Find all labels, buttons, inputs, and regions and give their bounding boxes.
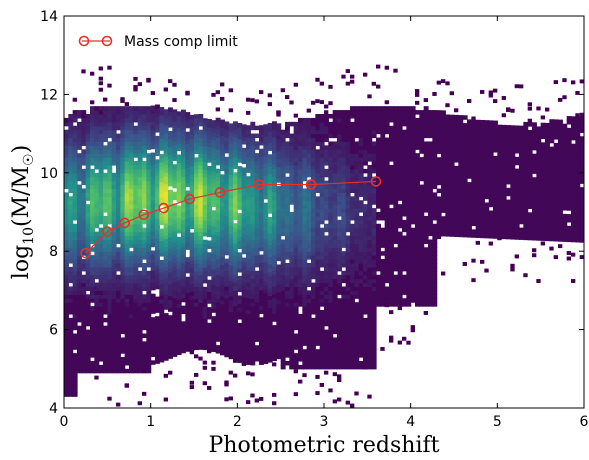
x-tick-label: 1 — [146, 414, 155, 430]
mass-limit-point — [370, 176, 382, 187]
x-tick-label: 5 — [493, 414, 502, 430]
y-axis-title: log10(M/M☉) — [9, 145, 37, 279]
y-axis-title-mass: (M/M — [9, 166, 34, 227]
mass-limit-point — [138, 209, 150, 221]
legend-circle-marker — [101, 35, 113, 47]
y-axis-title-sun-symbol: ☉ — [21, 153, 37, 166]
x-axis-title: Photometric redshift — [209, 433, 440, 458]
y-axis-title-log: log — [9, 245, 34, 279]
y-tick-label: 8 — [49, 244, 58, 260]
mass-limit-point — [305, 179, 317, 190]
y-tick-label: 12 — [40, 87, 58, 103]
x-tick-label: 6 — [580, 414, 589, 430]
x-tick-label: 2 — [233, 414, 242, 430]
legend: Mass comp limit — [78, 34, 238, 50]
y-axis-title-close: ) — [9, 145, 34, 154]
x-tick-label: 0 — [60, 414, 69, 430]
y-axis-title-subscript: 10 — [21, 227, 37, 245]
x-tick-label: 3 — [320, 414, 329, 430]
mass-limit-series — [80, 176, 382, 259]
legend-label: Mass comp limit — [124, 34, 238, 50]
legend-circle-marker — [78, 35, 90, 47]
x-tick-label: 4 — [406, 414, 415, 430]
mass-limit-point — [184, 193, 195, 205]
mass-limit-point — [80, 247, 91, 259]
mass-limit-line — [85, 180, 377, 254]
y-tick-label: 10 — [40, 166, 58, 182]
mass-limit-point — [102, 226, 113, 237]
mass-limit-point — [119, 217, 130, 229]
mass-limit-point — [214, 187, 226, 198]
y-tick-label: 6 — [49, 323, 58, 339]
mass-limit-point — [158, 202, 169, 214]
density-heatmap — [64, 64, 584, 408]
mass-limit-point — [253, 179, 265, 190]
y-tick-label: 14 — [40, 9, 58, 25]
y-tick-label: 4 — [49, 401, 58, 417]
